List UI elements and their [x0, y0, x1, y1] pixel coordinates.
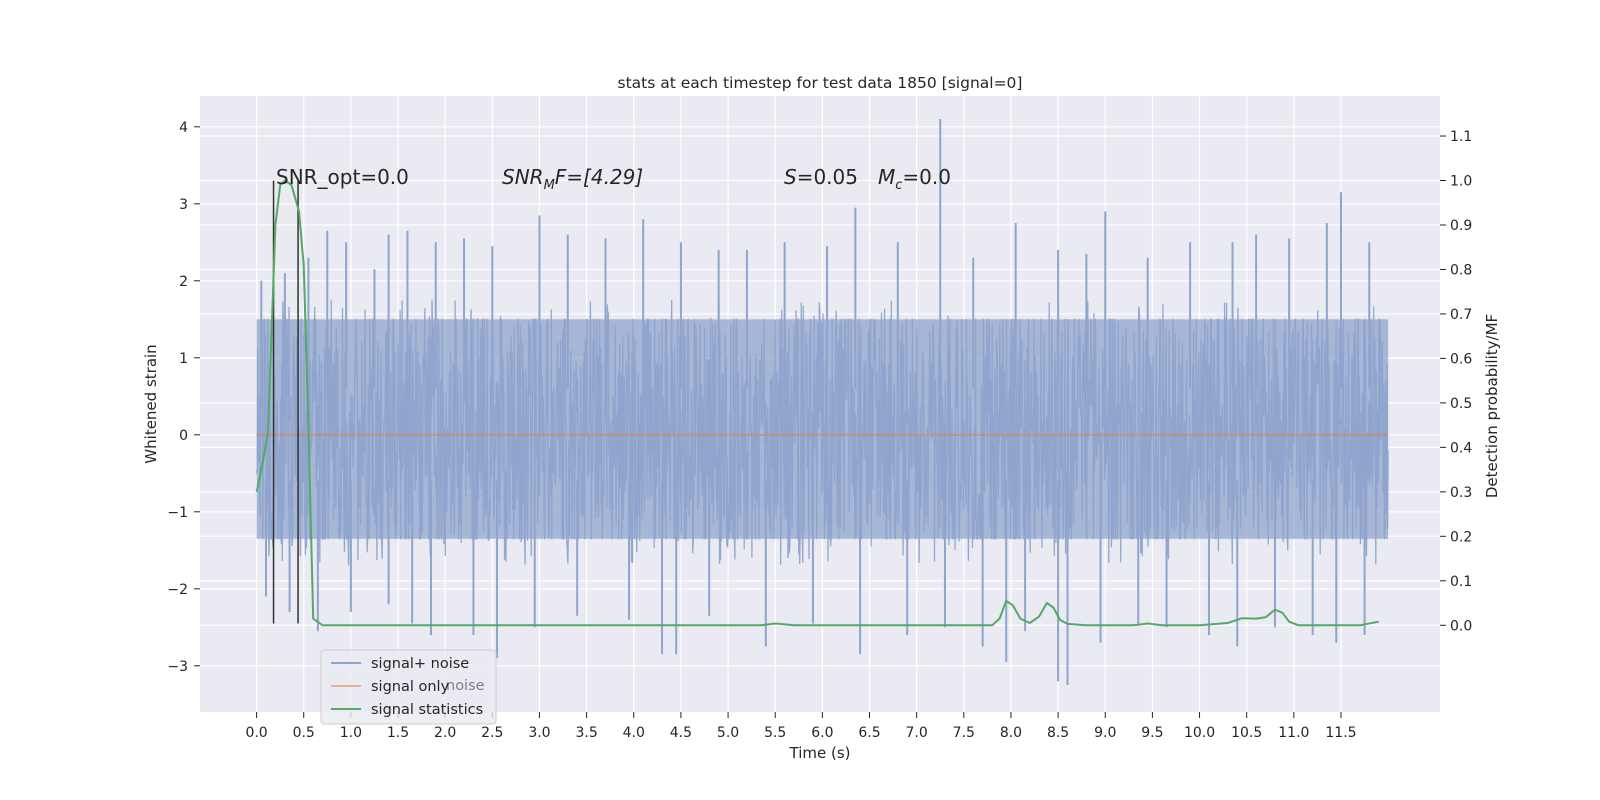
- legend-entry-signal-noise: signal+ noise: [371, 656, 469, 672]
- y-tick-label-right: 0.7: [1450, 307, 1472, 323]
- x-tick-label: 3.5: [575, 725, 597, 741]
- annotation-snr-opt: SNR_opt=0.0: [276, 165, 409, 189]
- x-tick-label: 5.5: [764, 725, 786, 741]
- annotation-snr-mf: SNRMF=[4.29]: [502, 165, 643, 193]
- annotation-mc: Mc=0.0: [878, 165, 951, 193]
- x-tick-label: 2.0: [434, 725, 456, 741]
- axis-ticks: 0.0 0.5 1.0 1.5 2.0 2.5 3.0 3.5 4.0 4.5 5.0 5.5 6.0 6…: [167, 120, 1472, 741]
- x-tick-label: 11.5: [1325, 725, 1356, 741]
- x-tick-label: 10.0: [1184, 725, 1215, 741]
- y-tick-label-left: 1: [179, 351, 188, 367]
- y-tick-label-right: 0.9: [1450, 218, 1472, 234]
- x-tick-label: 1.5: [387, 725, 409, 741]
- x-tick-label: 1.0: [340, 725, 362, 741]
- legend-box: [320, 649, 497, 725]
- y-tick-label-left: −3: [167, 659, 188, 675]
- series-signal-statistics: [255, 179, 1379, 627]
- y-tick-label-right: 0.6: [1450, 351, 1472, 367]
- x-tick-label: 11.0: [1278, 725, 1309, 741]
- annotation-snr-mf-base: SNR: [502, 165, 544, 189]
- annotation-s: S=0.05: [784, 165, 858, 189]
- y-tick-label-left: −1: [167, 505, 188, 521]
- chart-title: stats at each timestep for test data 185…: [618, 74, 1023, 92]
- x-tick-label: 9.0: [1094, 725, 1116, 741]
- y-tick-label-left: −2: [167, 582, 188, 598]
- annotation-mc-val: =0.0: [902, 165, 951, 189]
- y-tick-label-right: 0.8: [1450, 262, 1472, 278]
- y-tick-label-left: 3: [179, 197, 188, 213]
- x-tick-label: 9.5: [1141, 725, 1163, 741]
- x-tick-label: 2.5: [481, 725, 503, 741]
- y-tick-label-right: 1.0: [1450, 174, 1472, 190]
- annotation-snr-mf-sub: M: [544, 178, 555, 193]
- legend: noise signal+ noise signal only signal s…: [320, 649, 497, 725]
- signal-statistics-line: [255, 179, 1379, 627]
- y-tick-label-right: 1.1: [1450, 129, 1472, 145]
- x-tick-label: 5.0: [717, 725, 739, 741]
- annotation-snr-mf-rest: F=[4.29]: [555, 165, 643, 189]
- y-tick-label-left: 0: [179, 428, 188, 444]
- x-tick-label: 6.5: [858, 725, 880, 741]
- y-tick-label-right: 0.4: [1450, 440, 1472, 456]
- legend-entry-signal-statistics: signal statistics: [371, 702, 483, 718]
- x-tick-label: 3.0: [528, 725, 550, 741]
- y-tick-label-right: 0.2: [1450, 529, 1472, 545]
- y-axis-label-left: Whitened strain: [142, 344, 160, 463]
- y-tick-label-right: 0.1: [1450, 574, 1472, 590]
- x-tick-label: 0.5: [293, 725, 315, 741]
- y-tick-label-left: 4: [179, 120, 188, 136]
- noise-dense-band: [256, 319, 1389, 539]
- y-tick-label-right: 0.0: [1450, 618, 1472, 634]
- x-tick-label: 7.0: [906, 725, 928, 741]
- y-tick-label-left: 2: [179, 274, 188, 290]
- x-tick-label: 4.0: [623, 725, 645, 741]
- annotation-mc-sym: M: [878, 165, 895, 189]
- x-tick-label: 4.5: [670, 725, 692, 741]
- annotation-mc-sub: c: [895, 178, 902, 193]
- x-tick-label: 8.5: [1047, 725, 1069, 741]
- legend-entry-signal-only: signal only: [371, 679, 450, 695]
- x-axis-label: Time (s): [789, 744, 851, 762]
- x-tick-label: 7.5: [953, 725, 975, 741]
- series-signal-noise: [255, 119, 1389, 686]
- x-tick-label: 8.0: [1000, 725, 1022, 741]
- x-tick-label: 6.0: [811, 725, 833, 741]
- x-tick-label: 10.5: [1231, 725, 1262, 741]
- annotation-s-sym: S: [784, 165, 797, 189]
- annotation-s-val: =0.05: [797, 165, 858, 189]
- legend-ghost-text: noise: [446, 678, 485, 694]
- y-tick-label-right: 0.3: [1450, 485, 1472, 501]
- y-tick-label-right: 0.5: [1450, 396, 1472, 412]
- x-tick-label: 0.0: [245, 725, 267, 741]
- y-axis-label-right: Detection probability/MF: [1483, 314, 1501, 498]
